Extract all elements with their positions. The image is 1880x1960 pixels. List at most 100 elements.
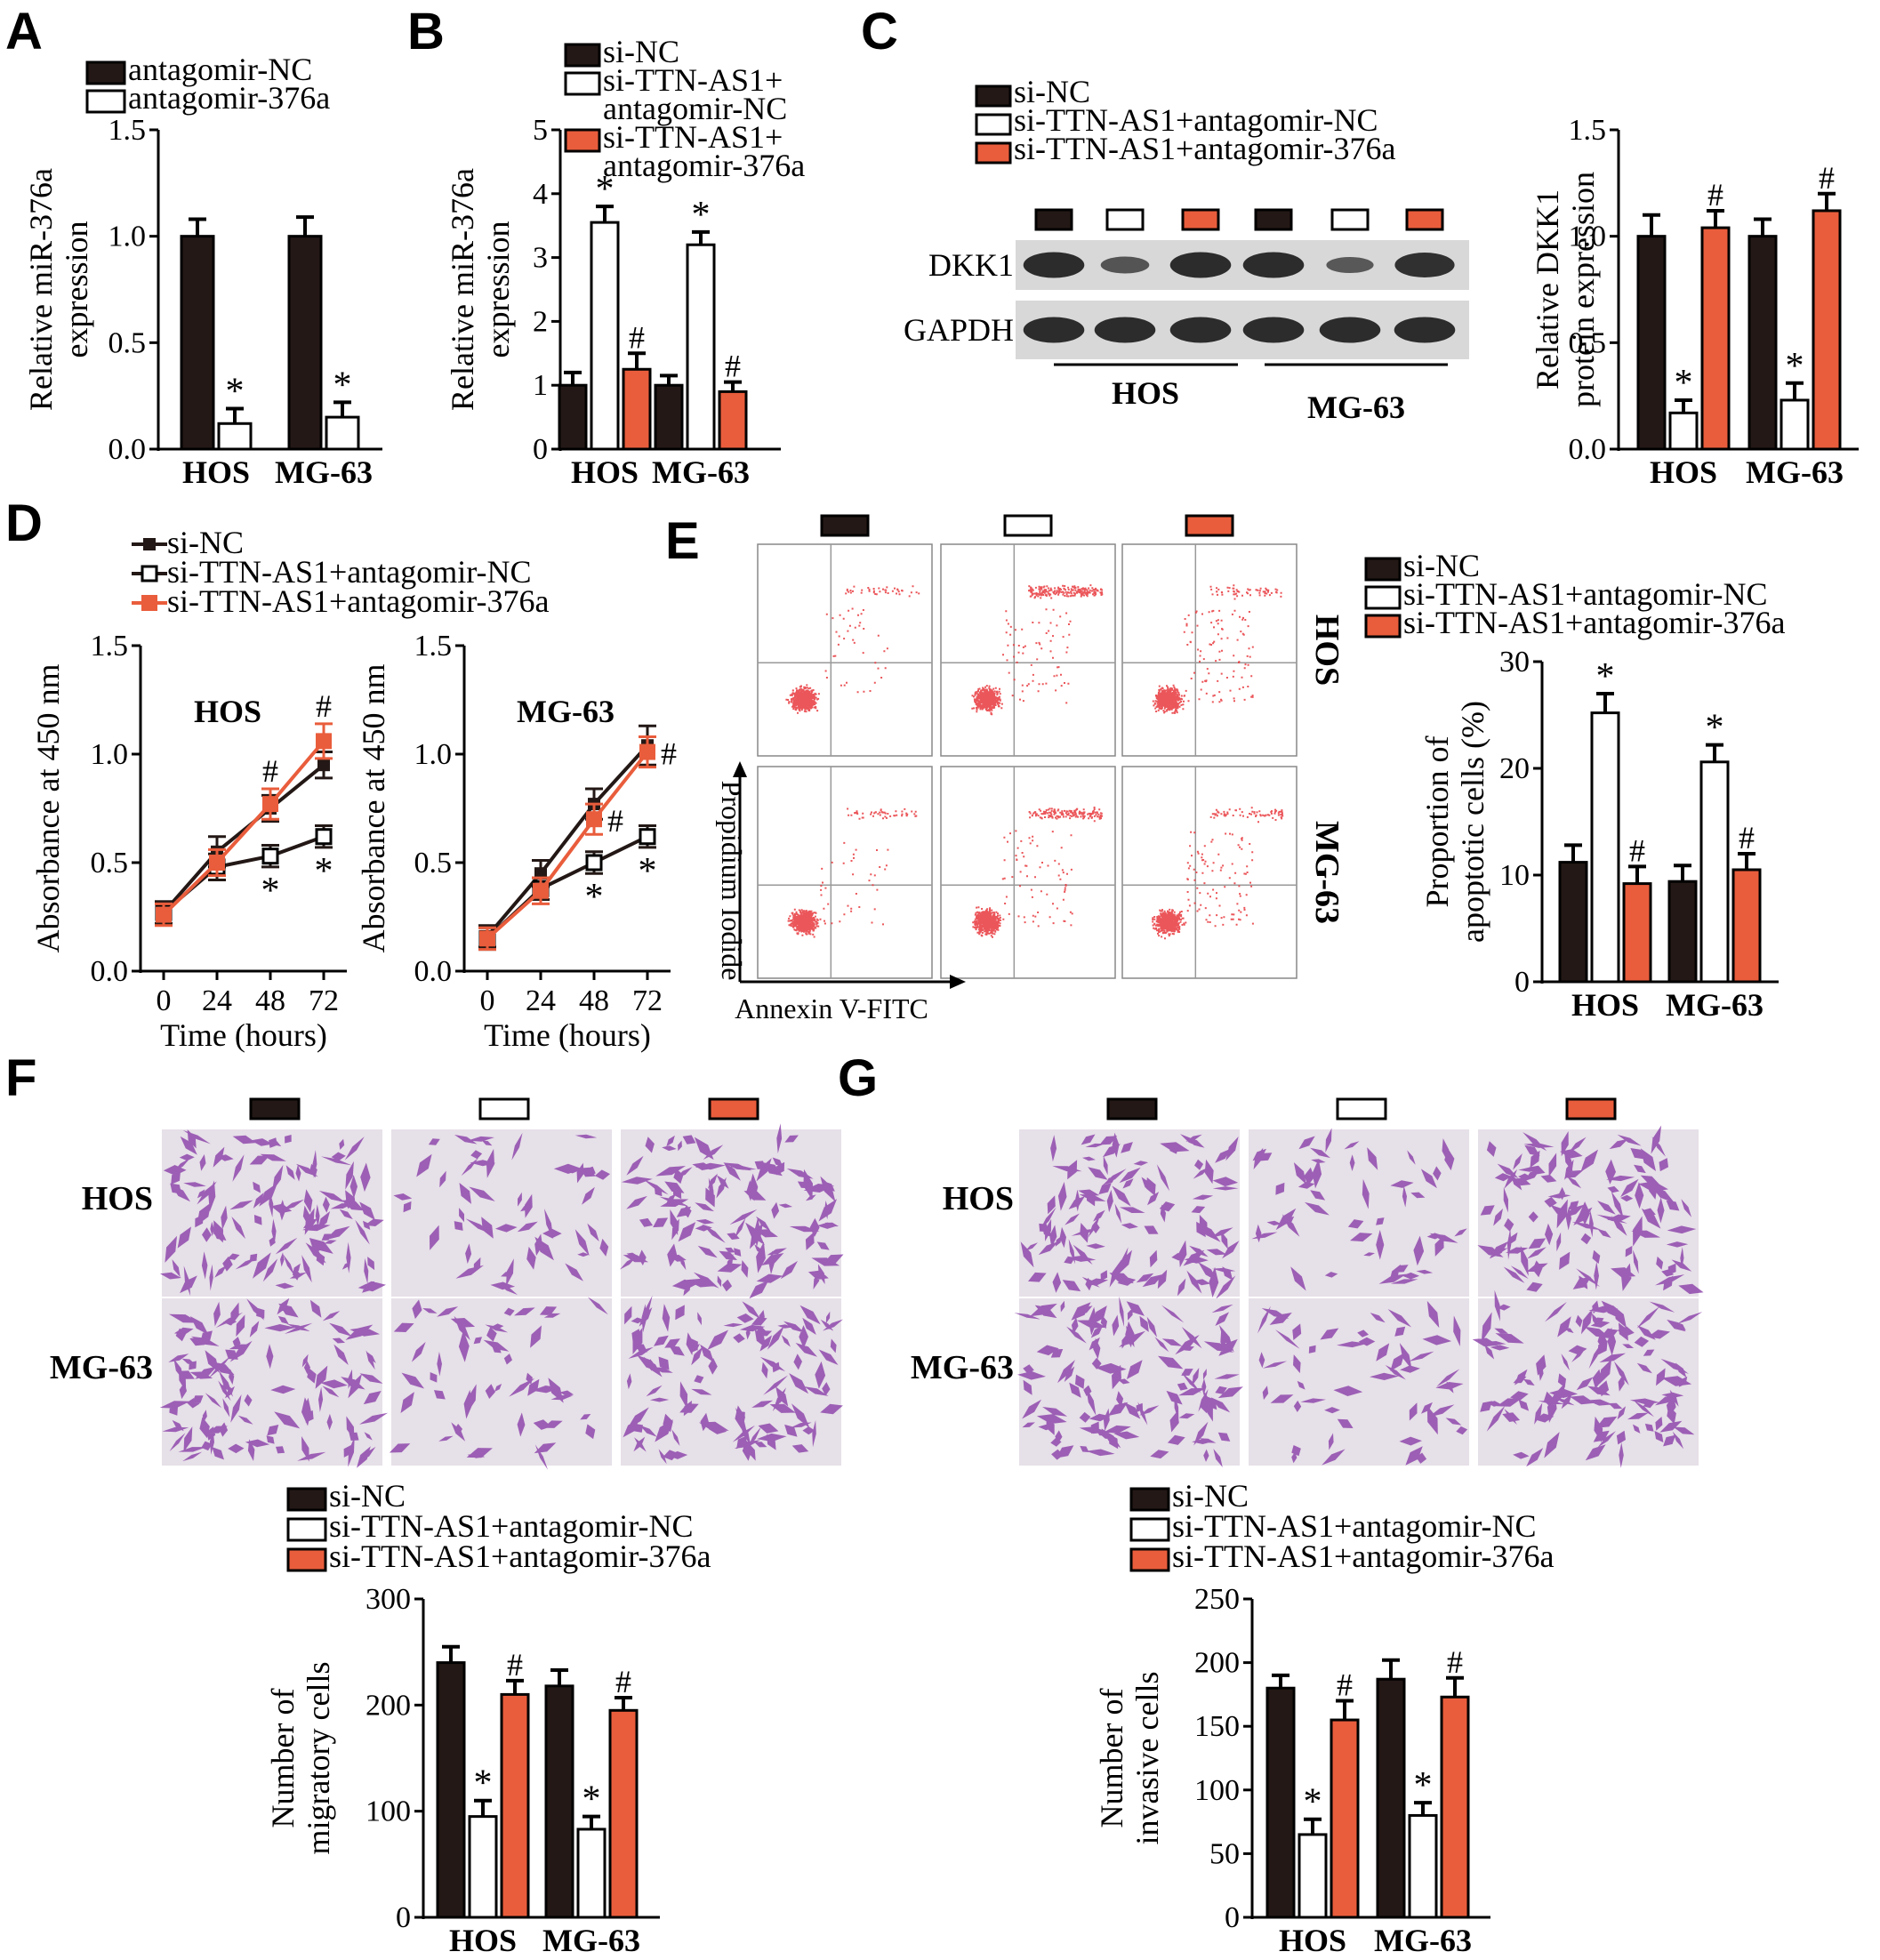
y-tick-label: 150 bbox=[1194, 1710, 1240, 1743]
flow-y-label: Propidium Iodide bbox=[716, 781, 748, 981]
panel-letter-f: F bbox=[5, 1049, 36, 1107]
significance-mark: # bbox=[262, 753, 278, 789]
bar bbox=[180, 235, 215, 451]
image-group-swatch bbox=[1565, 1097, 1617, 1121]
legend-label: antagomir-NC bbox=[128, 52, 312, 87]
stained-cells bbox=[1257, 1300, 1468, 1466]
x-category-label: MG-63 bbox=[275, 454, 373, 490]
significance-mark: # bbox=[607, 803, 623, 839]
x-category-label: HOS bbox=[1571, 987, 1639, 1023]
flow-dots bbox=[971, 584, 1104, 716]
x-category-label: MG-63 bbox=[1374, 1923, 1472, 1958]
y-tick-label: 0 bbox=[533, 433, 548, 466]
micrograph bbox=[1249, 1298, 1469, 1466]
y-axis-label: Relative DKK1 bbox=[1530, 189, 1565, 390]
stained-cells bbox=[389, 1297, 608, 1470]
lane-swatch bbox=[1105, 208, 1145, 231]
stained-cells bbox=[623, 1295, 843, 1465]
x-category-label: HOS bbox=[1650, 454, 1717, 490]
bar bbox=[1622, 882, 1652, 984]
panel-letter-a: A bbox=[5, 3, 43, 60]
legend-label: si-TTN-AS1+antagomir-376a bbox=[1014, 131, 1396, 166]
panel-letter-b: B bbox=[407, 3, 445, 60]
bar bbox=[558, 383, 588, 451]
bar bbox=[1636, 235, 1667, 451]
y-tick-label: 20 bbox=[1499, 752, 1530, 785]
legend-label: si-TTN-AS1+ bbox=[603, 119, 783, 155]
micrograph bbox=[619, 1123, 844, 1299]
flow-x-label: Annexin V-FITC bbox=[735, 992, 928, 1024]
blot-band bbox=[1394, 317, 1456, 343]
flow-frame bbox=[940, 543, 1116, 757]
flow-plot bbox=[1121, 766, 1298, 979]
y-tick-label: 0.5 bbox=[108, 326, 147, 359]
significance-mark: # bbox=[1337, 1667, 1353, 1703]
y-tick-label: 10 bbox=[1499, 859, 1530, 892]
blot-band bbox=[1319, 317, 1381, 343]
flow-group-swatch bbox=[820, 514, 870, 537]
y-axis-label: Absorbance at 450 nm bbox=[30, 664, 66, 953]
bar bbox=[436, 1661, 466, 1919]
blot-band bbox=[1023, 317, 1085, 343]
legend-label: si-TTN-AS1+antagomir-NC bbox=[1172, 1508, 1537, 1544]
blot-band bbox=[1242, 252, 1305, 278]
legend-swatch bbox=[1129, 1517, 1170, 1542]
image-row-label: MG-63 bbox=[911, 1349, 1014, 1386]
micrograph bbox=[160, 1129, 386, 1297]
x-tick-label: 48 bbox=[255, 984, 285, 1017]
y-tick-label: 0.5 bbox=[91, 847, 129, 880]
chart-f: 0 100 200 300 HOS * # MG-63 * # Number of migratory… bbox=[265, 1478, 711, 1958]
legend-swatch bbox=[564, 71, 601, 96]
stained-cells bbox=[160, 1129, 386, 1297]
x-category-label: MG-63 bbox=[652, 454, 750, 490]
flow-row-label: HOS bbox=[1308, 615, 1346, 686]
y-tick-label: 0 bbox=[1514, 966, 1530, 999]
legend-label: si-NC bbox=[167, 525, 244, 560]
blot-membrane bbox=[1016, 301, 1469, 359]
y-tick-label: 0.5 bbox=[414, 847, 453, 880]
blot-band bbox=[1169, 252, 1232, 278]
legend-label: si-TTN-AS1+antagomir-NC bbox=[167, 554, 532, 590]
legend-swatch bbox=[1129, 1487, 1170, 1512]
data-point bbox=[262, 796, 278, 813]
y-axis-label: expression bbox=[59, 221, 94, 358]
significance-mark: * bbox=[585, 877, 604, 918]
image-group-swatch bbox=[708, 1097, 759, 1121]
legend-swatch bbox=[564, 43, 601, 68]
y-tick-label: 0.0 bbox=[91, 955, 129, 988]
blot-band bbox=[1242, 317, 1305, 343]
blot-band bbox=[1394, 253, 1455, 277]
blot-band bbox=[1100, 256, 1150, 274]
significance-mark: * bbox=[474, 1763, 493, 1804]
y-tick-label: 200 bbox=[1194, 1647, 1240, 1680]
bar bbox=[686, 243, 716, 451]
image-group-swatch bbox=[249, 1097, 301, 1121]
y-axis-label: Proportion of bbox=[1419, 735, 1455, 907]
x-axis-label: Time (hours) bbox=[484, 1017, 651, 1053]
y-axis-label: Number of bbox=[265, 1689, 301, 1828]
bar bbox=[590, 221, 620, 451]
y-tick-label: 100 bbox=[1194, 1774, 1240, 1807]
legend-swatch bbox=[1364, 585, 1402, 610]
y-tick-label: 1 bbox=[533, 369, 548, 402]
y-axis-label: Number of bbox=[1094, 1689, 1129, 1828]
significance-mark: * bbox=[1706, 708, 1724, 749]
significance-mark: * bbox=[1304, 1782, 1322, 1823]
y-axis-label: protein expression bbox=[1565, 172, 1601, 407]
micrograph-background bbox=[391, 1129, 612, 1297]
legend-label: si-TTN-AS1+antagomir-NC bbox=[1403, 576, 1768, 612]
y-tick-label: 1.5 bbox=[414, 630, 453, 663]
chart-a: 0.0 0.5 1.0 1.5 HOS * MG-63 * Relative miR-376a e… bbox=[23, 52, 382, 490]
blot-band bbox=[1326, 257, 1374, 273]
legend-swatch bbox=[1364, 557, 1402, 582]
bar bbox=[544, 1684, 574, 1919]
significance-mark: * bbox=[1596, 656, 1615, 697]
significance-mark: # bbox=[1629, 832, 1645, 868]
bar bbox=[287, 235, 323, 451]
bar bbox=[1667, 880, 1698, 984]
transwell-images: HOS MG-63 HOS MG-63 bbox=[50, 1097, 1704, 1470]
x-tick-label: 24 bbox=[526, 984, 556, 1017]
legend-swatch bbox=[286, 1487, 327, 1512]
lane-swatch bbox=[1405, 208, 1444, 231]
legend-swatch bbox=[286, 1517, 327, 1542]
